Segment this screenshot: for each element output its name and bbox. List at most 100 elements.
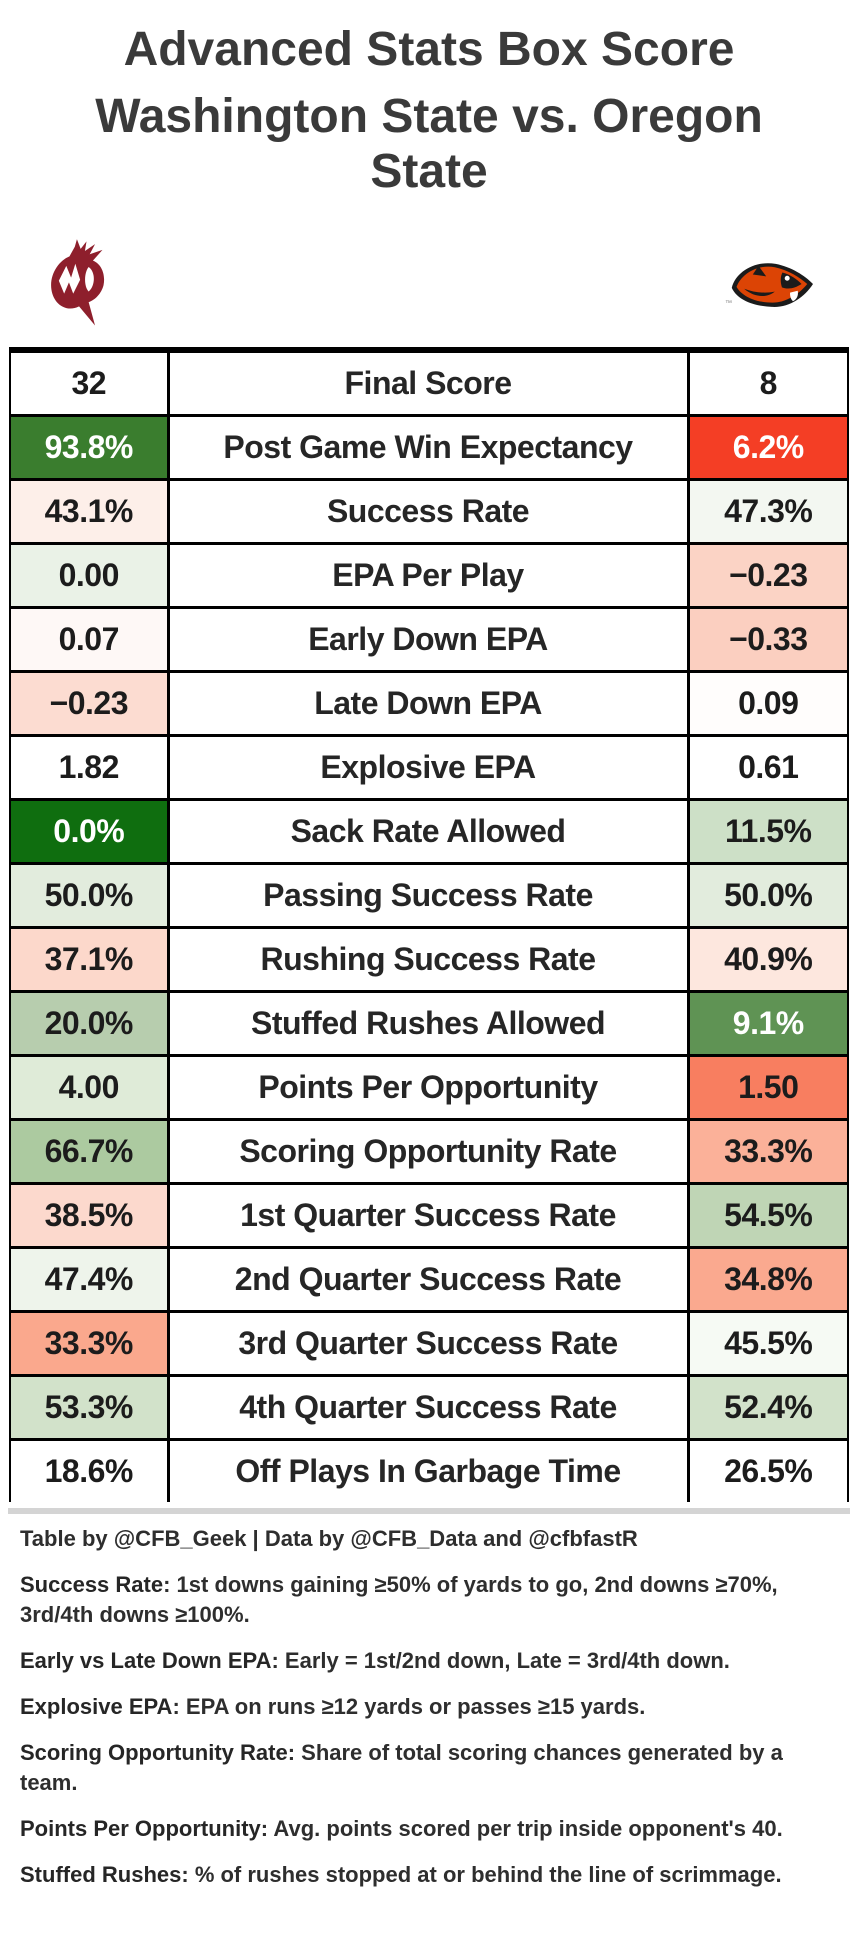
osu-value-cell: −0.33 xyxy=(686,606,849,673)
wsu-value-cell: 47.4% xyxy=(9,1246,170,1313)
table-row: 37.1% Rushing Success Rate 40.9% xyxy=(9,926,849,993)
stat-term: Stuffed Rushes xyxy=(20,1862,182,1887)
table-row: −0.23 Late Down EPA 0.09 xyxy=(9,670,849,737)
stats-table-body: 32 Final Score 8 93.8% Post Game Win Expecta… xyxy=(9,348,849,1502)
table-row: 0.0% Sack Rate Allowed 11.5% xyxy=(9,798,849,865)
wsu-value-cell: 1.82 xyxy=(9,734,170,801)
osu-value-cell: 33.3% xyxy=(686,1118,849,1185)
metric-label-cell: Late Down EPA xyxy=(166,670,690,737)
table-row: 1.82 Explosive EPA 0.61 xyxy=(9,734,849,801)
stat-term: Scoring Opportunity Rate xyxy=(20,1740,288,1765)
oregon-state-beavers-logo-icon xyxy=(731,263,813,307)
osu-value-cell: 6.2% xyxy=(686,414,849,481)
washington-state-cougars-logo-icon xyxy=(51,239,105,326)
metric-label-cell: 2nd Quarter Success Rate xyxy=(166,1246,690,1313)
table-row: 32 Final Score 8 xyxy=(9,348,849,417)
metric-label-cell: Success Rate xyxy=(166,478,690,545)
metric-label-cell: Stuffed Rushes Allowed xyxy=(166,990,690,1057)
table-row: 47.4% 2nd Quarter Success Rate 34.8% xyxy=(9,1246,849,1313)
page-title: Advanced Stats Box Score xyxy=(123,23,735,76)
stat-definition: Explosive EPA: EPA on runs ≥12 yards or … xyxy=(20,1694,646,1719)
trademark-symbol: ™ xyxy=(725,300,732,307)
stat-definition: Success Rate: 1st downs gaining ≥50% of … xyxy=(20,1572,778,1627)
credit-line: Table by @CFB_Geek | Data by @CFB_Data a… xyxy=(20,1526,638,1551)
oregon-state-beavers-logo: ™ xyxy=(725,259,813,309)
wsu-value-cell: 18.6% xyxy=(9,1438,170,1502)
stat-definition-text: Avg. points scored per trip inside oppon… xyxy=(273,1816,783,1841)
table-row: 20.0% Stuffed Rushes Allowed 9.1% xyxy=(9,990,849,1057)
stat-definition: Points Per Opportunity: Avg. points scor… xyxy=(20,1816,783,1841)
stat-definition-text: % of rushes stopped at or behind the lin… xyxy=(194,1862,782,1887)
osu-value-cell: 26.5% xyxy=(686,1438,849,1502)
table-row: 4.00 Points Per Opportunity 1.50 xyxy=(9,1054,849,1121)
metric-label-cell: Points Per Opportunity xyxy=(166,1054,690,1121)
stat-definitions: Success Rate: 1st downs gaining ≥50% of … xyxy=(20,1570,840,1890)
table-row: 18.6% Off Plays In Garbage Time 26.5% xyxy=(9,1438,849,1502)
wsu-value-cell: 93.8% xyxy=(9,414,170,481)
stat-term: Early vs Late Down EPA xyxy=(20,1648,272,1673)
stat-definition-text: EPA on runs ≥12 yards or passes ≥15 yard… xyxy=(185,1694,646,1719)
osu-value-cell: −0.23 xyxy=(686,542,849,609)
stat-term: Success Rate xyxy=(20,1572,164,1597)
metric-label-cell: 3rd Quarter Success Rate xyxy=(166,1310,690,1377)
wsu-value-cell: 53.3% xyxy=(9,1374,170,1441)
osu-value-cell: 40.9% xyxy=(686,926,849,993)
osu-value-cell: 0.09 xyxy=(686,670,849,737)
stat-definition: Early vs Late Down EPA: Early = 1st/2nd … xyxy=(20,1648,730,1673)
wsu-value-cell: 4.00 xyxy=(9,1054,170,1121)
wsu-value-cell: 0.00 xyxy=(9,542,170,609)
table-row: 93.8% Post Game Win Expectancy 6.2% xyxy=(9,414,849,481)
stat-term: Explosive EPA xyxy=(20,1694,173,1719)
page-subtitle: Washington State vs. Oregon State xyxy=(95,90,763,198)
osu-value-cell: 34.8% xyxy=(686,1246,849,1313)
table-row: 33.3% 3rd Quarter Success Rate 45.5% xyxy=(9,1310,849,1377)
metric-label-cell: Off Plays In Garbage Time xyxy=(166,1438,690,1502)
metric-label-cell: 4th Quarter Success Rate xyxy=(166,1374,690,1441)
metric-label-cell: Post Game Win Expectancy xyxy=(166,414,690,481)
osu-value-cell: 1.50 xyxy=(686,1054,849,1121)
table-row: 0.07 Early Down EPA −0.33 xyxy=(9,606,849,673)
table-row: 43.1% Success Rate 47.3% xyxy=(9,478,849,545)
wsu-value-cell: 37.1% xyxy=(9,926,170,993)
osu-value-cell: 11.5% xyxy=(686,798,849,865)
wsu-value-cell: 33.3% xyxy=(9,1310,170,1377)
wsu-value-cell: −0.23 xyxy=(9,670,170,737)
stat-definition: Scoring Opportunity Rate: Share of total… xyxy=(20,1740,783,1795)
stat-term: Points Per Opportunity xyxy=(20,1816,261,1841)
wsu-value-cell: 32 xyxy=(9,348,170,417)
metric-label-cell: Rushing Success Rate xyxy=(166,926,690,993)
osu-value-cell: 8 xyxy=(686,348,849,417)
osu-value-cell: 50.0% xyxy=(686,862,849,929)
metric-label-cell: Final Score xyxy=(166,348,690,417)
wsu-value-cell: 50.0% xyxy=(9,862,170,929)
osu-value-cell: 47.3% xyxy=(686,478,849,545)
table-bottom-divider xyxy=(8,1508,850,1514)
wsu-value-cell: 38.5% xyxy=(9,1182,170,1249)
osu-value-cell: 0.61 xyxy=(686,734,849,801)
table-row: 66.7% Scoring Opportunity Rate 33.3% xyxy=(9,1118,849,1185)
osu-value-cell: 45.5% xyxy=(686,1310,849,1377)
table-row: 0.00 EPA Per Play −0.23 xyxy=(9,542,849,609)
wsu-value-cell: 66.7% xyxy=(9,1118,170,1185)
wsu-value-cell: 0.0% xyxy=(9,798,170,865)
table-row: 38.5% 1st Quarter Success Rate 54.5% xyxy=(9,1182,849,1249)
metric-label-cell: Scoring Opportunity Rate xyxy=(166,1118,690,1185)
metric-label-cell: Early Down EPA xyxy=(166,606,690,673)
osu-value-cell: 54.5% xyxy=(686,1182,849,1249)
team-logos-row: ™ xyxy=(45,237,813,331)
table-row: 53.3% 4th Quarter Success Rate 52.4% xyxy=(9,1374,849,1441)
stats-table: 32 Final Score 8 93.8% Post Game Win Expecta… xyxy=(9,347,849,1502)
wsu-value-cell: 0.07 xyxy=(9,606,170,673)
metric-label-cell: Sack Rate Allowed xyxy=(166,798,690,865)
metric-label-cell: Passing Success Rate xyxy=(166,862,690,929)
metric-label-cell: 1st Quarter Success Rate xyxy=(166,1182,690,1249)
metric-label-cell: Explosive EPA xyxy=(166,734,690,801)
metric-label-cell: EPA Per Play xyxy=(166,542,690,609)
wsu-value-cell: 43.1% xyxy=(9,478,170,545)
wsu-value-cell: 20.0% xyxy=(9,990,170,1057)
stat-definition-text: 1st downs gaining ≥50% of yards to go, 2… xyxy=(20,1572,778,1627)
stat-definition-text: Early = 1st/2nd down, Late = 3rd/4th dow… xyxy=(284,1648,730,1673)
stat-definition-text: Share of total scoring chances generated… xyxy=(20,1740,783,1795)
osu-value-cell: 52.4% xyxy=(686,1374,849,1441)
